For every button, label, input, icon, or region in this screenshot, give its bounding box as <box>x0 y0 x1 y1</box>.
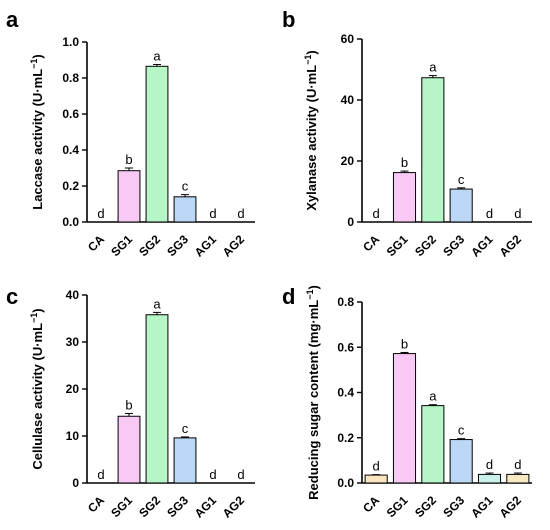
bar-sg1 <box>117 170 141 223</box>
y-tick-label: 0.6 <box>62 107 79 121</box>
y-tick-label: 0.8 <box>337 295 354 309</box>
x-tick-label: AG2 <box>220 232 248 260</box>
bar-sg1 <box>117 415 141 484</box>
x-tick-label: AG2 <box>497 232 525 260</box>
bar-ag2 <box>506 473 530 484</box>
significance-label: b <box>125 397 132 412</box>
bar-sg3 <box>173 437 197 484</box>
panel-b: b 0 20 40 60 Xylanase activity (U·mL−1) d CA b SG… <box>282 7 532 260</box>
panel-a: a 0.0 0.2 0.4 0.6 0.8 1.0 Laccase activity (U·m… <box>6 7 255 260</box>
y-axis-title: Laccase activity (U·mL−1) <box>29 54 45 210</box>
bar-sg3 <box>449 439 473 484</box>
y-axis-title: Cellulase activity (U·mL−1) <box>29 308 45 469</box>
y-tick-label: 0.4 <box>62 143 79 157</box>
panel-letter: a <box>6 7 19 32</box>
y-tick-label: 20 <box>66 382 80 396</box>
bar-sg1 <box>392 353 417 484</box>
y-tick-label: 60 <box>341 32 355 46</box>
significance-label: d <box>514 457 521 472</box>
significance-label: d <box>209 467 216 482</box>
x-tick-label: CA <box>360 493 382 515</box>
significance-label: a <box>429 60 437 75</box>
x-tick-label: CA <box>85 232 107 254</box>
y-tick-label: 0 <box>72 476 79 490</box>
x-tick-label: SG3 <box>164 232 191 259</box>
x-tick-label: SG2 <box>412 493 439 520</box>
y-tick-label: 0.4 <box>337 386 354 400</box>
significance-label: c <box>182 179 189 194</box>
y-tick-label: 30 <box>66 335 80 349</box>
bar-ag1 <box>477 473 502 484</box>
x-tick-label: AG1 <box>468 493 496 521</box>
x-tick-label: SG1 <box>384 232 411 259</box>
significance-label: d <box>486 206 493 221</box>
panel-d: d 0.0 0.2 0.4 0.6 0.8 Reducing sugar content (… <box>282 284 532 521</box>
x-tick-label: SG3 <box>164 493 191 520</box>
y-axis-title: Reducing sugar content (mg·mL−1) <box>305 285 321 500</box>
x-tick-label: AG2 <box>497 493 525 521</box>
x-tick-label: SG3 <box>440 232 467 259</box>
significance-label: d <box>514 206 521 221</box>
significance-label: a <box>429 389 437 404</box>
bar-sg2 <box>145 65 169 223</box>
significance-label: b <box>401 155 408 170</box>
significance-label: a <box>153 296 161 311</box>
significance-label: d <box>97 206 104 221</box>
x-tick-label: AG1 <box>192 232 220 260</box>
significance-label: c <box>458 172 465 187</box>
x-tick-label: SG2 <box>136 232 163 259</box>
significance-label: b <box>401 336 408 351</box>
bar-ca <box>364 474 388 484</box>
y-tick-label: 0.2 <box>337 431 354 445</box>
bar-sg2 <box>421 77 445 223</box>
x-tick-label: CA <box>85 493 107 515</box>
significance-label: c <box>182 421 189 436</box>
x-tick-label: SG2 <box>136 493 163 520</box>
y-tick-label: 0.2 <box>62 179 79 193</box>
bar-sg3 <box>449 188 473 223</box>
x-tick-label: AG2 <box>220 493 248 521</box>
significance-label: d <box>373 206 380 221</box>
x-tick-label: AG1 <box>468 232 496 260</box>
significance-label: c <box>458 423 465 438</box>
x-tick-label: SG1 <box>384 493 411 520</box>
x-tick-label: CA <box>360 232 382 254</box>
y-tick-label: 10 <box>66 429 80 443</box>
panel-letter: d <box>282 284 295 309</box>
y-tick-label: 20 <box>341 154 355 168</box>
significance-label: b <box>125 152 132 167</box>
y-tick-label: 0 <box>347 215 354 229</box>
bar-sg2 <box>145 314 169 484</box>
x-tick-label: SG1 <box>108 232 135 259</box>
x-tick-label: SG3 <box>440 493 467 520</box>
y-tick-label: 0.6 <box>337 340 354 354</box>
x-tick-label: AG1 <box>192 493 220 521</box>
significance-label: d <box>237 467 244 482</box>
significance-label: d <box>486 457 493 472</box>
x-tick-label: SG2 <box>412 232 439 259</box>
y-tick-label: 1.0 <box>62 35 79 49</box>
x-tick-label: SG1 <box>108 493 135 520</box>
significance-label: a <box>153 49 161 64</box>
y-tick-label: 40 <box>341 93 355 107</box>
bar-sg2 <box>421 405 445 484</box>
significance-label: d <box>209 206 216 221</box>
significance-label: d <box>237 206 244 221</box>
panel-letter: b <box>282 7 295 32</box>
y-tick-label: 40 <box>66 288 80 302</box>
y-axis-title: Xylanase activity (U·mL−1) <box>303 50 319 211</box>
panel-letter: c <box>6 284 18 309</box>
bar-sg3 <box>173 196 197 223</box>
y-tick-label: 0.8 <box>62 71 79 85</box>
significance-label: d <box>373 459 380 474</box>
bar-sg1 <box>392 172 417 223</box>
y-tick-label: 0.0 <box>337 476 354 490</box>
y-tick-label: 0.0 <box>62 215 79 229</box>
significance-label: d <box>97 467 104 482</box>
panel-c: c 0 10 20 30 40 Cellulase activity (U·mL−1) d CA… <box>6 284 255 521</box>
